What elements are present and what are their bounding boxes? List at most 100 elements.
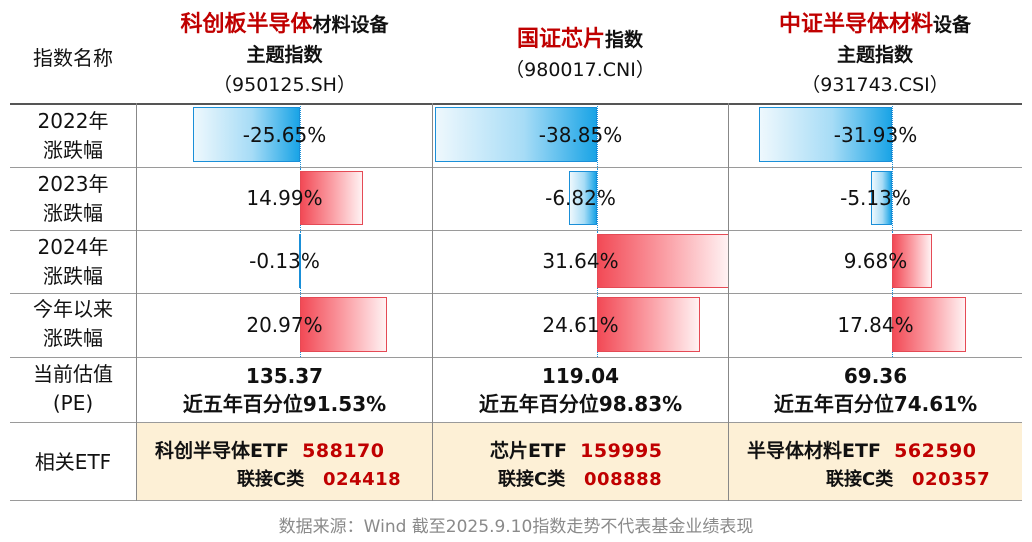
row-label-metric: 涨跌幅 [43,264,103,288]
index-code: （931743.CSI） [801,74,949,96]
row-label-year: 2024年 [37,235,109,259]
row-label-metric: 涨跌幅 [43,138,103,162]
data-bar [300,297,388,352]
pe-percentile: 近五年百分位91.53% [182,392,387,416]
data-value-label: -25.65% [242,123,327,147]
row-label-2023: 2023年 涨跌幅 [10,170,136,228]
data-value-label: 14.99% [246,186,323,210]
etf-item-3: 半导体材料ETF 562590 [747,436,976,463]
etf-feeder-code: 020357 [912,469,991,490]
etf-feeder-code: 008888 [584,469,663,490]
bar-zero-axis [892,168,893,230]
data-bar [435,107,597,162]
column-divider [136,103,137,501]
pe-cell-1: 135.37 近五年百分位91.53% [137,362,432,418]
data-value-label: 24.61% [542,313,619,337]
bar-zero-axis [892,104,893,167]
row-label-2024: 2024年 涨跌幅 [10,233,136,291]
row-label-metric: 涨跌幅 [43,201,103,225]
row-label-metric: 涨跌幅 [43,326,103,350]
pe-label-unit: (PE) [52,391,94,415]
data-bar [892,297,967,352]
etf-cell-bg-1 [137,423,432,500]
index-name-red: 国证芯片 [516,27,605,52]
etf-name: 科创半导体ETF [155,440,289,462]
row-label-year: 2022年 [37,109,109,133]
bar-zero-axis [597,104,598,167]
pe-label: 当前估值 [33,362,113,386]
etf-feeder-3: 联接C类 020357 [826,465,990,491]
etf-name: 芯片ETF [490,440,567,462]
etf-cell-bg-3 [729,423,1022,500]
pe-percentile: 近五年百分位98.83% [478,392,683,416]
data-value-label: 9.68% [843,249,908,273]
row-label-2022: 2022年 涨跌幅 [10,107,136,165]
pe-value: 119.04 [541,364,620,388]
row-label-year: 2023年 [37,172,109,196]
row-label-pe: 当前估值 (PE) [10,360,136,418]
index-name-black: 材料设备 [312,14,389,36]
row-label-year: 今年以来 [33,297,113,321]
row-divider [10,293,1022,294]
etf-name: 半导体材料ETF [747,440,881,462]
row-divider [10,357,1022,358]
column-header-3: 中证半导体材料设备 主题指数 （931743.CSI） [728,10,1022,102]
data-bar [299,234,301,288]
column-divider [432,103,433,501]
data-bar [892,234,933,288]
etf-label: 相关ETF [34,450,112,474]
data-value-label: -5.13% [840,186,911,210]
index-name-black: 设备 [933,14,972,36]
index-subtitle: 主题指数 [836,44,913,66]
index-code: （950125.SH） [213,74,356,96]
data-bar [568,171,597,225]
pe-value: 69.36 [843,364,908,388]
data-bar [597,234,729,288]
etf-item-2: 芯片ETF 159995 [490,436,662,463]
etf-feeder-code: 024418 [323,469,402,490]
data-value-label: 20.97% [246,313,323,337]
row-label-etf: 相关ETF [10,448,136,477]
header-divider [10,103,1022,105]
etf-feeder-label: 联接C类 [498,469,566,490]
pe-value: 135.37 [245,364,324,388]
column-header-2: 国证芯片指数 （980017.CNI） [432,25,728,117]
data-value-label: 31.64% [542,249,619,273]
etf-feeder-2: 联接C类 008888 [498,465,662,491]
data-value-label: -31.93% [833,123,918,147]
row-divider [10,422,1022,423]
pe-cell-3: 69.36 近五年百分位74.61% [729,362,1022,418]
header-label: 指数名称 [33,46,113,70]
data-value-label: -6.82% [545,186,616,210]
column-divider [728,103,729,501]
source-note: 数据来源：Wind 截至2025.9.10指数走势不代表基金业绩表现 [278,517,754,537]
etf-feeder-label: 联接C类 [826,469,894,490]
etf-code: 562590 [894,440,977,462]
index-name-red: 中证半导体材料 [778,12,933,37]
table-bottom-border [10,500,1022,501]
index-code: （980017.CNI） [505,59,655,81]
etf-feeder-label: 联接C类 [237,469,305,490]
data-value-label: -0.13% [249,249,320,273]
bar-zero-axis [300,104,301,167]
etf-code: 588170 [302,440,385,462]
data-bar [300,171,363,225]
pe-cell-2: 119.04 近五年百分位98.83% [433,362,728,418]
row-divider [10,230,1022,231]
etf-feeder-1: 联接C类 024418 [237,465,401,491]
etf-code: 159995 [580,440,663,462]
data-bar [193,107,300,162]
index-subtitle: 主题指数 [246,44,323,66]
index-name-red: 科创板半导体 [180,12,313,37]
row-label-ytd: 今年以来 涨跌幅 [10,295,136,353]
index-name-black: 指数 [605,29,644,51]
data-bar [870,171,892,225]
data-value-label: -38.85% [538,123,623,147]
etf-cell-bg-2 [433,423,728,500]
data-bar [759,107,892,162]
data-bar [597,297,700,352]
bar-zero-axis [597,168,598,230]
row-divider [10,167,1022,168]
pe-percentile: 近五年百分位74.61% [773,392,978,416]
data-value-label: 17.84% [837,313,914,337]
